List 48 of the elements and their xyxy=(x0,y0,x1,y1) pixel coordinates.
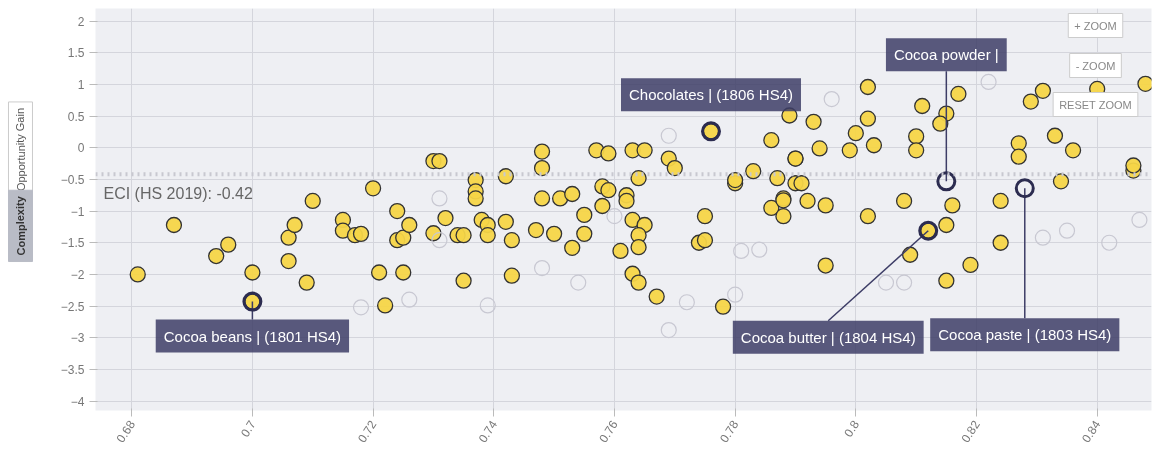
point xyxy=(1058,222,1076,239)
y-tick-label: 0.5 xyxy=(67,109,85,124)
y-tick-label: 2 xyxy=(77,14,85,29)
point xyxy=(980,73,997,91)
y-tick-label: −0.5 xyxy=(60,172,85,187)
point xyxy=(1131,211,1148,229)
annotation: RESET ZOOM xyxy=(1059,98,1132,111)
annotation: Cocoa butter | (1804 HS4) xyxy=(740,328,916,346)
point xyxy=(352,299,370,316)
text: Complexity xyxy=(14,195,27,256)
point xyxy=(606,208,623,225)
x-tick-label: 0.8 xyxy=(841,417,863,440)
annotation: Cocoa paste | (1803 HS4) xyxy=(938,326,1112,344)
y-tick-label: −1.5 xyxy=(60,236,85,251)
y-tick-label: 0 xyxy=(77,141,85,156)
text: Opportunity Gain xyxy=(14,107,27,192)
point xyxy=(733,242,750,260)
y-tick-label: −2.5 xyxy=(60,299,85,314)
y-tick-label: −2 xyxy=(70,267,85,282)
point xyxy=(751,241,768,258)
ref-line-label: ECI (HS 2019): -0.42 xyxy=(103,185,253,203)
point xyxy=(895,274,913,291)
point xyxy=(877,274,895,291)
point xyxy=(570,274,587,291)
point xyxy=(823,90,840,108)
x-tick-label: 0.7 xyxy=(237,417,259,440)
point xyxy=(431,190,448,207)
point xyxy=(533,259,551,277)
point xyxy=(678,294,695,311)
point xyxy=(660,127,677,144)
point xyxy=(1034,229,1051,246)
y-tick-label: −1 xyxy=(70,204,85,219)
point xyxy=(727,286,744,303)
annotation: Cocoa powder | xyxy=(893,46,999,64)
annotation: Cocoa beans | (1801 HS4) xyxy=(163,327,342,345)
y-tick-label: −3 xyxy=(70,331,85,346)
point xyxy=(401,291,418,308)
y-tick-label: 1 xyxy=(77,77,85,92)
y-tick-label: 1.5 xyxy=(67,46,85,61)
annotation: + ZOOM xyxy=(1074,19,1117,32)
point xyxy=(1101,234,1118,251)
point xyxy=(479,297,496,314)
point xyxy=(431,232,448,249)
annotation: - ZOOM xyxy=(1075,59,1116,72)
annotation: Chocolates | (1806 HS4) xyxy=(629,86,793,104)
y-tick-label: −4 xyxy=(70,394,85,409)
y-tick-label: −3.5 xyxy=(60,362,85,377)
point xyxy=(660,322,677,339)
